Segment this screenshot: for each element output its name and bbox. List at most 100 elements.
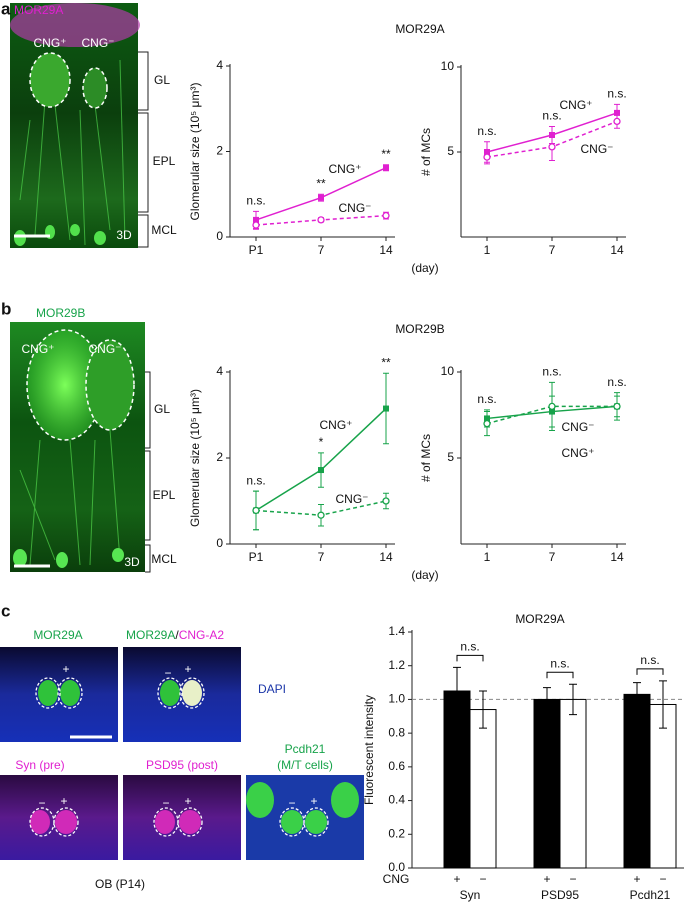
- y-tick-label: 1.0: [388, 692, 405, 706]
- group-sign: −: [569, 872, 576, 886]
- group-sign: +: [453, 872, 460, 886]
- x-tick-label: P1: [249, 550, 264, 564]
- group-sign: +: [633, 872, 640, 886]
- x-tick-label: 1: [484, 243, 491, 257]
- sign: +: [184, 794, 191, 808]
- micrograph-a: [10, 3, 140, 248]
- marker: [253, 216, 259, 223]
- significance: **: [316, 176, 326, 190]
- x-tick-label: 1: [484, 550, 491, 564]
- series-label: CNG⁺: [560, 98, 593, 112]
- marker: [252, 221, 260, 229]
- stain-label: MOR29A: [33, 628, 82, 642]
- series-label: CNG⁻: [581, 142, 614, 156]
- stain-label: Syn (pre): [15, 758, 64, 772]
- marker: [317, 511, 325, 519]
- mode-label: 3D: [124, 555, 140, 569]
- bar: [469, 709, 497, 869]
- marker: [318, 467, 324, 474]
- x-tick-label: 7: [549, 550, 556, 564]
- y-axis-label: Fluorescent intensity: [362, 695, 376, 805]
- stain-label: /: [175, 628, 179, 642]
- micrograph-b: [10, 322, 145, 572]
- significance: *: [319, 435, 324, 449]
- y-tick-label: 5: [447, 450, 454, 464]
- significance: n.s.: [640, 653, 659, 667]
- sign: +: [60, 794, 67, 808]
- sign: +: [310, 794, 317, 808]
- x-tick-label: 14: [610, 550, 624, 564]
- series-label: CNG⁺: [329, 162, 362, 176]
- series-label: CNG⁺: [562, 446, 595, 460]
- y-tick-label: 0.6: [388, 759, 405, 773]
- layer-label: GL: [154, 402, 170, 416]
- glom-label: CNG⁻: [89, 342, 122, 356]
- significance-bracket: [456, 654, 484, 662]
- group-sign: −: [659, 872, 666, 886]
- x-tick-label: 14: [610, 243, 624, 257]
- error-bar: [633, 682, 641, 707]
- layer-label: EPL: [153, 488, 176, 502]
- significance: n.s.: [607, 87, 626, 101]
- stain-label: MOR29B: [36, 306, 85, 320]
- stain-label: MOR29A: [14, 3, 63, 17]
- marker: [613, 402, 621, 411]
- layer-label: GL: [154, 73, 170, 87]
- significance: n.s.: [550, 656, 569, 670]
- marker: [548, 402, 556, 411]
- significance: n.s.: [542, 364, 561, 378]
- series-label: CNG⁻: [339, 201, 372, 215]
- bar: [533, 698, 561, 869]
- x-tick-label: 14: [379, 243, 393, 257]
- y-tick-label: 2: [216, 144, 223, 158]
- marker: [483, 153, 491, 161]
- sign: −: [162, 796, 169, 810]
- significance: n.s.: [542, 109, 561, 123]
- sign: −: [288, 796, 295, 810]
- x-tick-label: 14: [379, 550, 393, 564]
- marker: [383, 164, 389, 171]
- micrographs-c: [0, 647, 364, 860]
- y-tick-label: 4: [216, 58, 223, 72]
- layer-label: MCL: [151, 552, 177, 566]
- y-tick-label: 10: [441, 364, 455, 378]
- x-tick-label: 7: [318, 550, 325, 564]
- caption: OB (P14): [95, 877, 145, 891]
- marker: [317, 216, 325, 224]
- significance: **: [381, 355, 391, 369]
- panel-letter: c: [1, 601, 10, 620]
- layer-brackets: [145, 371, 151, 573]
- x-tick-label: Pcdh21: [630, 888, 671, 902]
- significance: **: [381, 147, 391, 161]
- significance: n.s.: [460, 640, 479, 654]
- sign: −: [38, 796, 45, 810]
- y-tick-label: 4: [216, 364, 223, 378]
- chart-title: MOR29B: [395, 322, 444, 336]
- y-axis-label: # of MCs: [419, 434, 433, 482]
- stain-label: DAPI: [258, 682, 286, 696]
- bar: [649, 703, 677, 869]
- y-tick-label: 1.2: [388, 658, 405, 672]
- y-axis-label: # of MCs: [419, 128, 433, 176]
- error-bar: [479, 690, 487, 729]
- error-bar: [543, 687, 551, 712]
- series-label: CNG⁻: [562, 420, 595, 434]
- panel-letter: b: [1, 299, 11, 318]
- marker: [613, 117, 621, 126]
- error-bar: [569, 683, 577, 716]
- significance: n.s.: [607, 375, 626, 389]
- x-tick-label: 7: [549, 243, 556, 257]
- marker: [614, 109, 620, 116]
- y-tick-label: 0: [216, 229, 223, 243]
- significance: n.s.: [477, 124, 496, 138]
- x-axis-label: (day): [411, 568, 438, 582]
- x-tick-label: P1: [249, 243, 264, 257]
- series-label: CNG⁺: [320, 418, 353, 432]
- sign: +: [62, 662, 69, 676]
- glom-label: CNG⁺: [22, 342, 55, 356]
- chart-title: MOR29A: [395, 22, 444, 36]
- mode-label: 3D: [116, 228, 132, 242]
- chart-title: MOR29A: [515, 612, 564, 626]
